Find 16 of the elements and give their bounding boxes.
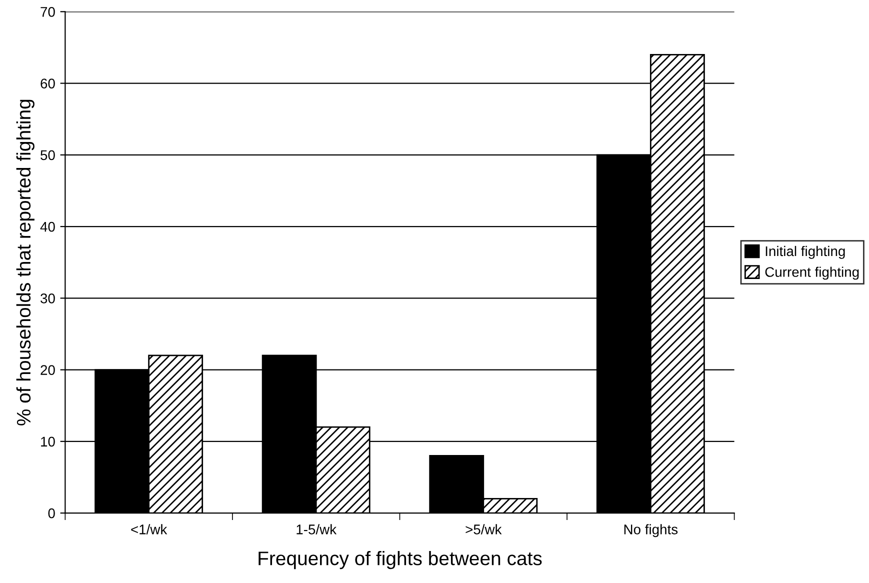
y-tick-label: 20: [40, 365, 55, 375]
x-tick-label: >5/wk: [466, 524, 502, 534]
legend-label: Initial fighting: [766, 246, 845, 259]
y-tick-label: 10: [41, 436, 55, 447]
x-tick-label: <1/wk: [131, 524, 168, 534]
y-tick-label: 30: [40, 293, 55, 304]
legend-label: Current fighting: [765, 266, 859, 280]
y-axis-title: % of households that reported fighting: [16, 100, 34, 426]
x-tick-label: No fights: [624, 524, 678, 538]
y-tick-label: 40: [40, 222, 55, 232]
y-tick-label: 0: [48, 508, 55, 518]
y-tick-label: 50: [40, 150, 55, 160]
y-tick-label: 70: [40, 6, 55, 17]
y-tick-label: 60: [40, 78, 55, 88]
x-axis-title: Frequency of fights between cats: [258, 550, 542, 570]
x-tick-label: 1-5/wk: [296, 524, 337, 534]
